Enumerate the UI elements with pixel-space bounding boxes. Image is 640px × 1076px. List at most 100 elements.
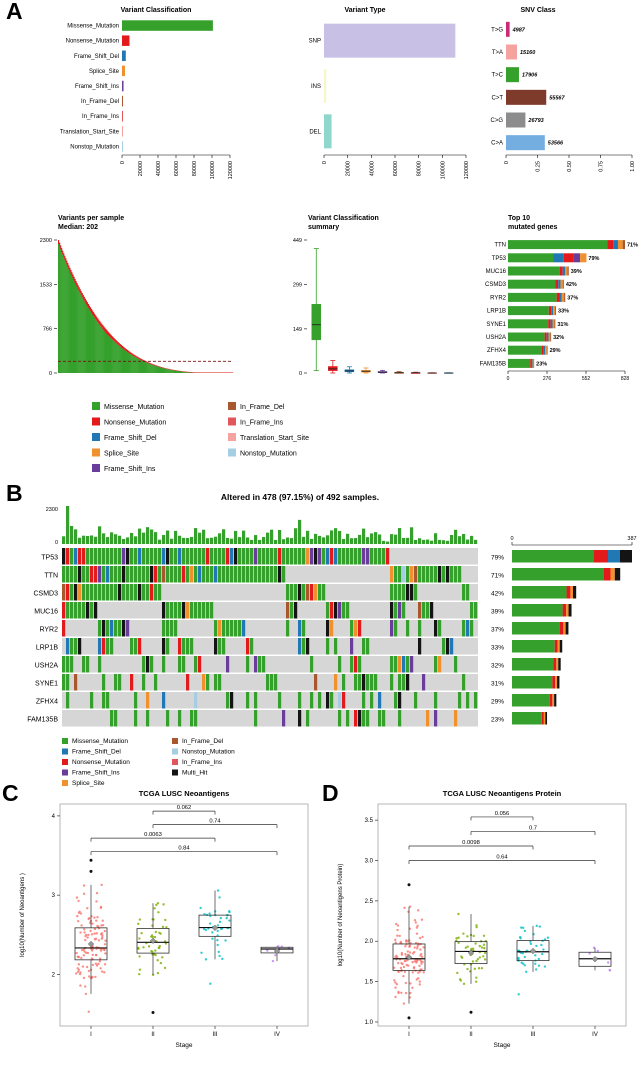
heatmap-cell	[106, 638, 110, 655]
heatmap-cell	[378, 548, 382, 565]
tmb-bar	[410, 527, 414, 544]
heatmap-cell	[298, 584, 302, 601]
heatmap-cell	[298, 638, 302, 655]
sample-bar-top	[94, 313, 96, 318]
tmb-bar	[322, 537, 326, 544]
data-point	[540, 943, 543, 947]
sample-bar	[135, 357, 137, 373]
sample-bar	[112, 340, 114, 373]
heatmap-cell	[162, 602, 166, 619]
heatmap-cell	[246, 566, 250, 583]
heatmap-cell	[390, 656, 394, 673]
heatmap-cell	[258, 548, 262, 565]
gene-bar-segment	[508, 279, 556, 289]
gene-bar-segment	[544, 332, 547, 342]
heatmap-cell	[342, 602, 346, 619]
legend-swatch	[92, 464, 100, 472]
heatmap-cell	[394, 620, 398, 637]
sample-bar	[66, 264, 68, 373]
gene-label: TP53	[41, 555, 58, 562]
gene-count-bar-segment	[593, 550, 608, 563]
data-point	[418, 983, 421, 986]
sample-bar	[86, 306, 89, 373]
data-point	[411, 960, 414, 964]
heatmap-cell	[330, 620, 334, 637]
sample-bar	[128, 352, 130, 373]
heatmap-cell	[342, 548, 346, 565]
data-point	[420, 952, 423, 956]
sample-bar	[171, 370, 173, 373]
data-point	[216, 938, 219, 942]
heatmap-cell	[126, 566, 130, 583]
bar	[122, 141, 123, 152]
gene-count-bar-segment	[562, 604, 567, 617]
heatmap-cell	[402, 602, 406, 619]
heatmap-cell	[202, 548, 206, 565]
sample-bar	[59, 246, 61, 373]
sample-bar-top	[141, 359, 143, 361]
x-tick-label: 40000	[156, 161, 162, 176]
heatmap-cell	[274, 674, 278, 691]
tmb-bar	[238, 537, 242, 544]
gene-bar-segment	[548, 319, 551, 329]
tmb-bar	[338, 530, 342, 544]
data-point	[521, 952, 525, 955]
tmb-bar	[430, 540, 434, 544]
heatmap-cell	[142, 656, 146, 673]
tmb-bar	[158, 539, 162, 544]
sample-bar-top	[68, 265, 70, 270]
tmb-bar	[250, 539, 254, 544]
sample-bar	[85, 304, 87, 373]
tmb-bar	[118, 535, 122, 544]
data-point	[455, 937, 458, 940]
sample-bar	[137, 358, 139, 373]
heatmap-cell	[170, 620, 174, 637]
gene-pct: 79%	[588, 256, 599, 262]
heatmap-cell	[362, 548, 366, 565]
heatmap-cell	[86, 656, 90, 673]
variant-classification-summary-chart: Variant Classification summary 0 149 299 449	[293, 215, 454, 377]
legend-swatch	[228, 433, 236, 441]
heatmap-row-background	[62, 584, 478, 601]
heatmap-cell	[358, 548, 362, 565]
heatmap-cell	[130, 566, 134, 583]
heatmap-cell	[202, 566, 206, 583]
tmb-bar	[454, 529, 458, 544]
sample-bar-top	[100, 322, 102, 327]
tmb-bar	[314, 533, 318, 544]
data-point	[517, 956, 520, 960]
legend-label: Splice_Site	[104, 451, 139, 458]
sample-bar-top	[122, 346, 125, 350]
heatmap-cell	[322, 548, 326, 565]
data-point	[404, 991, 408, 995]
sample-bar-top	[225, 372, 227, 373]
heatmap-cell	[166, 602, 170, 619]
sample-bar-top	[150, 363, 152, 365]
legend-label: Multi_Hit	[182, 770, 207, 777]
heatmap-cell	[358, 710, 362, 727]
heatmap-cell	[254, 566, 258, 583]
sample-bar	[95, 319, 97, 373]
sample-bar-top	[223, 372, 225, 373]
tmb-bar	[262, 537, 266, 544]
heatmap-cell	[438, 620, 442, 637]
data-point	[419, 948, 422, 951]
sample-bar	[183, 371, 185, 373]
heatmap-cell	[234, 620, 238, 637]
heatmap-cell	[334, 602, 338, 619]
heatmap-cell	[122, 584, 126, 601]
gene-bar-segment	[560, 279, 563, 289]
data-point	[217, 950, 220, 954]
data-point	[157, 946, 160, 949]
heatmap-cell	[418, 638, 422, 655]
heatmap-cell	[466, 620, 470, 637]
sample-bar	[174, 370, 176, 373]
data-point	[80, 924, 83, 927]
chart-subtitle: Median: 202	[58, 224, 98, 231]
heatmap-cell	[426, 566, 430, 583]
legend-swatch	[228, 448, 236, 457]
sample-bar	[124, 350, 127, 373]
data-point	[99, 905, 103, 909]
gene-count-bar-segment	[568, 604, 572, 617]
heatmap-cell	[234, 566, 238, 583]
